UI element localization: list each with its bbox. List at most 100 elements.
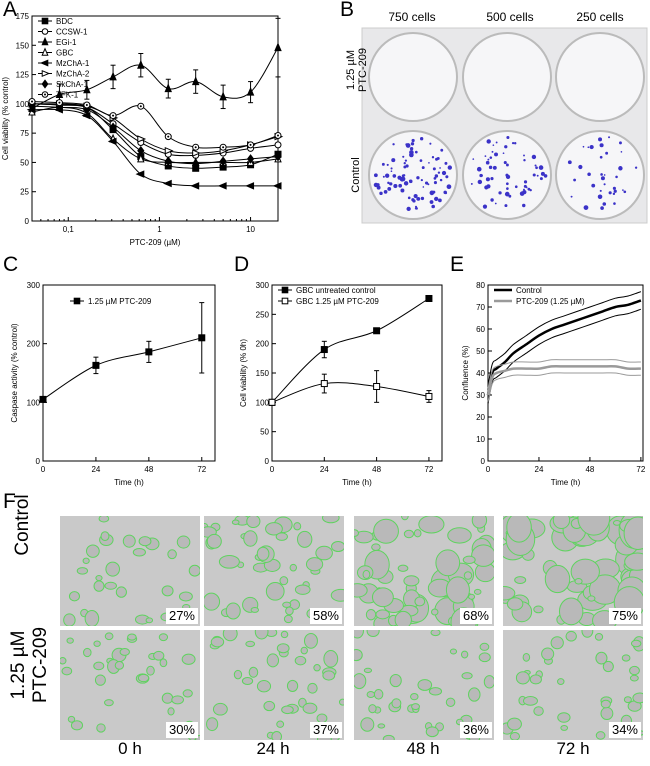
- colony: [490, 198, 494, 202]
- cell-outline: [461, 672, 473, 680]
- plate-col-label: 250 cells: [576, 10, 624, 24]
- colony: [494, 202, 497, 205]
- data-point: [425, 392, 433, 400]
- x-axis-label: PTC-209 (µM): [130, 238, 181, 247]
- legend-label: Control: [516, 286, 542, 295]
- colony: [382, 175, 385, 178]
- colony: [504, 145, 508, 149]
- colony: [523, 159, 526, 162]
- cell-outline: [60, 657, 67, 665]
- colony: [443, 172, 446, 175]
- cell-outline: [248, 666, 259, 678]
- colony: [381, 162, 385, 166]
- cell-outline: [557, 712, 571, 723]
- panel-letter-e: E: [450, 253, 465, 276]
- micro-col-label: 24 h: [256, 739, 290, 758]
- data-point: [198, 334, 206, 342]
- cell-outline: [330, 588, 344, 602]
- y-tick-label: 150: [16, 41, 30, 50]
- cell-outline: [460, 650, 469, 659]
- cell-outline: [410, 693, 419, 701]
- data-point: [137, 59, 145, 69]
- y-tick-label: 50: [476, 347, 485, 356]
- cell-outline: [570, 558, 600, 585]
- colony: [391, 158, 396, 163]
- data-point: [320, 346, 328, 354]
- colony: [492, 144, 495, 147]
- cell-outline: [630, 639, 642, 648]
- cell-outline: [132, 548, 146, 557]
- cell-outline: [206, 717, 219, 732]
- x-tick-label: 0,1: [63, 225, 75, 234]
- colony: [589, 144, 594, 150]
- cell-outline: [104, 699, 114, 707]
- data-point: [109, 122, 117, 133]
- cell-outline: [595, 651, 608, 665]
- chart-a: 0 25 50 75 100 125 150 175 0,1 1 10 PTC-209 (µM) Cel…: [1, 12, 284, 247]
- micrograph-cells: [63, 516, 200, 626]
- data-point: [55, 89, 64, 98]
- cell-outline: [61, 666, 73, 676]
- plate-well: [462, 32, 552, 122]
- colony: [570, 195, 573, 198]
- colony: [416, 198, 418, 200]
- colony: [444, 191, 448, 195]
- colony: [439, 167, 441, 169]
- colony: [599, 155, 603, 159]
- cell-outline: [127, 633, 137, 641]
- data-point-dot: [31, 100, 33, 103]
- colony: [373, 173, 378, 178]
- cell-outline: [594, 633, 604, 641]
- cell-outline: [445, 697, 456, 707]
- series-band-upper: [487, 291, 642, 387]
- colony: [613, 202, 616, 205]
- cell-outline: [153, 650, 165, 661]
- cell-outline: [377, 723, 386, 729]
- cell-outline: [577, 516, 611, 536]
- cell-outline: [283, 614, 293, 624]
- data-point: [164, 156, 172, 167]
- data-point: [274, 151, 282, 162]
- panel-letter-c: C: [3, 253, 19, 276]
- y-tick-label: 50: [20, 158, 29, 167]
- legend-label: GBC untreated control: [296, 286, 376, 295]
- cell-outline: [105, 561, 121, 577]
- colony: [379, 191, 383, 196]
- cell-outline: [366, 690, 376, 699]
- data-point-dot: [167, 135, 170, 138]
- colony: [403, 181, 409, 186]
- cell-outline: [600, 699, 611, 709]
- colony: [393, 184, 398, 189]
- cell-outline: [171, 695, 185, 705]
- colony: [531, 154, 537, 160]
- x-axis-label: Time (h): [114, 478, 144, 487]
- series-line: [271, 382, 430, 403]
- y-tick-label: 100: [256, 398, 270, 407]
- colony: [587, 146, 590, 149]
- cell-outline: [529, 674, 542, 685]
- colony: [376, 185, 381, 190]
- micrograph-cells: [204, 516, 344, 624]
- data-point: [274, 42, 282, 52]
- colony: [525, 186, 528, 189]
- cell-outline: [275, 532, 288, 541]
- cell-outline: [276, 720, 285, 728]
- cell-outline: [463, 571, 473, 580]
- y-tick-label: 0: [36, 457, 41, 466]
- y-tick-label: 20: [476, 413, 485, 422]
- cell-outline: [515, 671, 530, 685]
- cell-outline: [241, 677, 254, 685]
- cell-outline: [365, 608, 377, 621]
- series-band-lower: [487, 372, 641, 402]
- data-point-dot: [194, 146, 197, 149]
- y-tick-label: 100: [16, 100, 30, 109]
- legend-label: 1.25 µM PTC-209: [88, 297, 152, 306]
- colony: [603, 174, 606, 176]
- colony: [489, 156, 493, 159]
- colony: [523, 180, 528, 184]
- data-point-dot: [222, 146, 225, 149]
- y-tick-label: 50: [260, 428, 269, 437]
- colony: [405, 143, 411, 148]
- y-tick-label: 175: [16, 12, 30, 21]
- y-tick-label: 75: [20, 129, 29, 138]
